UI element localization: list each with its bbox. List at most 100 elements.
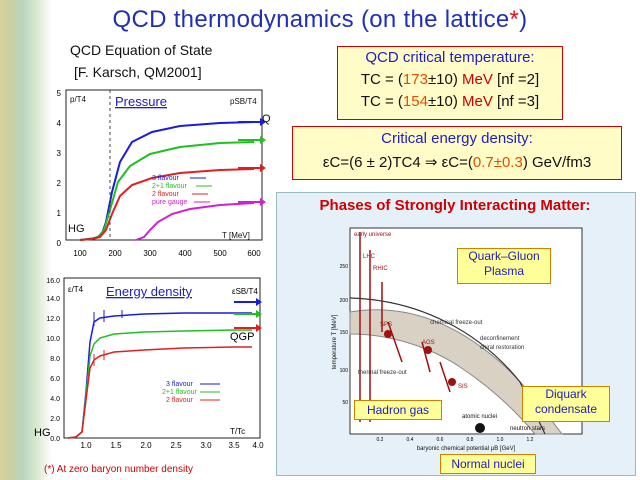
- energy-title: Energy density: [106, 284, 192, 299]
- label-deconfinement: deconfinement: [480, 336, 520, 342]
- phase-xtick-1.2: 1.2: [527, 437, 534, 443]
- label-ags: AGS: [422, 340, 435, 346]
- energy-legend-3-flavour: 3 flavour: [166, 381, 194, 388]
- pressure-ytick-2: 2: [57, 179, 62, 188]
- energy-plot-frame: [63, 277, 261, 439]
- pressure-curve-2-flavour: [79, 168, 255, 241]
- pressure-title: Pressure: [115, 94, 167, 109]
- footnote: (*) At zero baryon number density: [44, 464, 193, 475]
- pressure-ytick-3: 3: [57, 149, 62, 158]
- energy-ytick-6: 6.0: [50, 376, 60, 383]
- phase-ytick-100: 100: [340, 368, 349, 374]
- energy-xtick-4.0: 4.0: [252, 441, 264, 450]
- pressure-curve-pure-gauge: [135, 202, 255, 241]
- pressure-plot: p/T4 pSB/T4 Pressure QGP HG T [MeV] 3 fl…: [57, 89, 270, 258]
- energy-ytick-14: 14.0: [46, 296, 60, 303]
- eos-heading: QCD Equation of State: [70, 42, 213, 58]
- slide-title: QCD thermodynamics (on the lattice*): [112, 6, 528, 33]
- energy-box-heading: Critical energy density:: [381, 130, 533, 147]
- phase-ytick-250: 250: [340, 264, 349, 270]
- label-sps: SPS: [380, 322, 392, 328]
- sb-arrow-magenta: [260, 198, 266, 206]
- pressure-xtick-500: 500: [213, 249, 227, 258]
- pressure-xtick-100: 100: [73, 249, 87, 258]
- energy-curve-2-flavour: [67, 346, 252, 439]
- label-chemical-freeze-out: chemical freeze-out: [430, 320, 483, 326]
- pressure-xlabel: T [MeV]: [222, 231, 250, 240]
- phase-ytick-200: 200: [340, 298, 349, 304]
- pressure-sb-label: pSB/T4: [230, 97, 257, 106]
- label-chiral-restoration: chiral restoration: [480, 345, 524, 351]
- legend-pure-gauge: pure gauge: [152, 199, 188, 206]
- critical-temperature-box: QCD critical temperature: TC = (173±10) …: [337, 46, 563, 120]
- pressure-xtick-300: 300: [143, 249, 157, 258]
- pressure-xtick-200: 200: [108, 249, 122, 258]
- phase-xtick-0.6: 0.6: [437, 437, 444, 443]
- legend-2plus1-flavour: 2+1 flavour: [152, 183, 187, 190]
- sps-marker: [384, 330, 392, 338]
- pressure-plot-frame: [65, 89, 263, 241]
- legend-2-flavour: 2 flavour: [152, 191, 180, 198]
- label-neutron-stars: neutron stars: [510, 426, 545, 432]
- energy-box-formula: εC=(6 ± 2)TC4 ⇒ εC=(0.7±0.3) GeV/fm3: [322, 154, 592, 171]
- qgp-label-box: Quark–Gluon Plasma: [457, 248, 551, 284]
- energy-xtick-1.0: 1.0: [80, 441, 92, 450]
- energy-density-plot: ε/T4 εSB/T4 Energy density QGP HG T/Tc 3…: [34, 277, 264, 450]
- phase-ytick-150: 150: [340, 330, 349, 336]
- label-sis: SIS: [458, 384, 468, 390]
- phase-xtick-0.2: 0.2: [377, 437, 384, 443]
- energy-xtick-3.0: 3.0: [200, 441, 212, 450]
- energy-legend-2plus1-flavour: 2+1 flavour: [162, 389, 197, 396]
- ags-marker: [424, 346, 432, 354]
- sis-marker: [448, 378, 456, 386]
- energy-legend-2-flavour: 2 flavour: [166, 397, 194, 404]
- pressure-ytick-0: 0: [57, 239, 62, 248]
- energy-xtick-2.0: 2.0: [140, 441, 152, 450]
- energy-xlabel: T/Tc: [230, 427, 245, 436]
- energy-xtick-1.5: 1.5: [110, 441, 122, 450]
- legend-3-flavour: 3 flavour: [152, 175, 180, 182]
- energy-ytick-0: 0.0: [50, 436, 60, 443]
- energy-hg-label: HG: [34, 427, 51, 439]
- pressure-hg-label: HG: [68, 223, 85, 235]
- pressure-ytick-1: 1: [57, 209, 62, 218]
- pressure-qgp-label: QGP: [262, 113, 270, 125]
- tc-heading: QCD critical temperature:: [365, 49, 535, 66]
- sb-arrow-red: [260, 164, 266, 172]
- hadron-gas-label-box: Hadron gas: [354, 400, 442, 420]
- normal-nuclei-label-box: Normal nuclei: [440, 454, 536, 474]
- energy-ytick-10: 10.0: [46, 336, 60, 343]
- diquark-condensate-label-box: Diquark condensate: [522, 386, 610, 422]
- sb-arrow-green: [260, 136, 266, 144]
- pressure-ytick-4: 4: [57, 119, 62, 128]
- pressure-ylabel: p/T4: [70, 95, 87, 104]
- energy-qgp-label: QGP: [230, 331, 254, 343]
- eos-reference: [F. Karsch, QM2001]: [74, 64, 202, 80]
- phase-ytick-50: 50: [342, 400, 348, 406]
- energy-sb-label: εSB/T4: [232, 287, 258, 296]
- atomic-nuclei-marker: [475, 423, 485, 433]
- phase-diagram-title: Phases of Strongly Interacting Matter:: [319, 197, 591, 214]
- sb-arrow-blue: [260, 118, 266, 126]
- phase-ylabel: temperature T [MeV]: [332, 314, 338, 369]
- phase-xtick-0.4: 0.4: [407, 437, 414, 443]
- phase-xtick-0.8: 0.8: [467, 437, 474, 443]
- pressure-ytick-5: 5: [57, 89, 62, 98]
- energy-ytick-16: 16.0: [46, 278, 60, 285]
- energy-ytick-2: 2.0: [50, 416, 60, 423]
- energy-xtick-3.5: 3.5: [228, 441, 240, 450]
- energy-xtick-2.5: 2.5: [170, 441, 182, 450]
- phase-xlabel: baryonic chemical potential μB [GeV]: [417, 446, 516, 452]
- phase-xtick-1.0: 1.0: [497, 437, 504, 443]
- label-lhc: LHC: [363, 254, 376, 260]
- energy-ylabel: ε/T4: [68, 285, 84, 294]
- label-atomic-nuclei: atomic nuclei: [462, 414, 497, 420]
- energy-ytick-8: 8.0: [50, 356, 60, 363]
- tc-line-nf3: TC = (154±10) MeV [nf =3]: [360, 93, 540, 110]
- energy-ytick-12: 12.0: [46, 316, 60, 323]
- critical-energy-density-box: Critical energy density: εC=(6 ± 2)TC4 ⇒…: [292, 126, 622, 180]
- label-early-universe: early universe: [354, 232, 392, 238]
- phase-boundary: [349, 297, 546, 435]
- pressure-xtick-600: 600: [247, 249, 261, 258]
- tc-line-nf2: TC = (173±10) MeV [nf =2]: [360, 71, 540, 88]
